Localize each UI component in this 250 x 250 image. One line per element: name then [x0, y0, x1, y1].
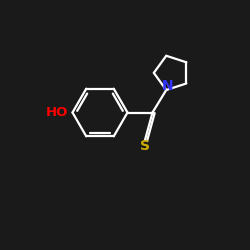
Text: N: N: [162, 79, 173, 93]
Text: HO: HO: [46, 106, 68, 119]
Text: S: S: [140, 138, 150, 152]
